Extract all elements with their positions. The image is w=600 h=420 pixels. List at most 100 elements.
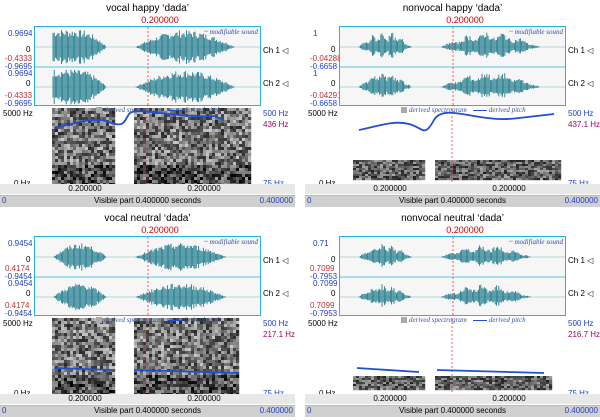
visible-part-bar[interactable]: [0, 405, 295, 417]
derived-legend: derived spectrogram derived pitch: [96, 106, 221, 114]
sound-waveform-area[interactable]: ~ modifiable sound: [339, 236, 566, 316]
channel-2-mute-toggle[interactable]: Ch 2 ◁: [263, 79, 289, 88]
pitch-bottom-label: 75 Hz: [263, 389, 284, 398]
visible-part-label: Visible part 0.400000 seconds: [398, 406, 507, 415]
time-tick: 0.200000: [492, 184, 526, 193]
ch2-min-label: -0.9454: [5, 309, 33, 318]
modifiable-sound-label: ~ modifiable sound: [509, 238, 563, 246]
spectrogram-area[interactable]: [34, 318, 261, 394]
spectrogram-top-label: 5000 Hz: [3, 109, 33, 118]
ch2-marked-label: -0.4333: [5, 91, 33, 100]
panel-title: vocal neutral ‘dada’: [104, 213, 191, 224]
pitch-line-icon: [472, 319, 487, 321]
spectrogram-graphic: [52, 108, 252, 184]
derived-spectrogram-label: derived spectrogram: [104, 316, 162, 324]
ch1-marked-label: 0.4174: [5, 264, 30, 273]
time-tick: 0.200000: [373, 184, 407, 193]
ch2-zero-label: 0: [26, 79, 31, 88]
cursor-time-label: 0.200000: [446, 225, 484, 235]
derived-spectrogram-label: derived spectrogram: [409, 316, 467, 324]
channel-2-mute-toggle[interactable]: Ch 2 ◁: [568, 289, 594, 298]
cursor-time-label: 0.200000: [446, 15, 484, 25]
pitch-top-label: 500 Hz: [568, 319, 594, 328]
time-axis: [0, 184, 295, 194]
visible-end-label: 0.400000: [259, 406, 293, 415]
spectrogram-graphic: [353, 318, 553, 394]
waveform-graphic: [35, 237, 260, 315]
spectrogram-area[interactable]: [339, 318, 566, 394]
ch1-max-label: 0.71: [313, 239, 329, 248]
derived-spectrogram-label: derived spectrogram: [104, 106, 162, 114]
ch1-min-label: -0.6658: [310, 62, 338, 71]
spectrogram-area[interactable]: [339, 108, 566, 184]
pitch-line-icon: [167, 319, 182, 321]
ch2-min-label: -0.7953: [310, 309, 338, 318]
spectrogram-bottom-label: 0 Hz: [319, 179, 335, 188]
praat-panel: nonvocal neutral ‘dada’ 0.200000 0.71 0 …: [305, 212, 600, 420]
ch2-marked-label: -0.04291: [310, 91, 342, 100]
ch2-max-label: 0.9694: [8, 69, 33, 78]
ch2-zero-label: 0: [26, 289, 31, 298]
time-axis: [305, 394, 600, 404]
visible-part-bar[interactable]: [0, 195, 295, 207]
time-tick: 0.200000: [492, 394, 526, 403]
sound-waveform-area[interactable]: ~ modifiable sound: [339, 26, 566, 106]
panel-title: vocal happy ‘dada’: [106, 3, 189, 14]
spectrogram-bottom-label: 0 Hz: [14, 389, 30, 398]
ch1-max-label: 0.9454: [8, 239, 33, 248]
spectrogram-graphic: [52, 318, 240, 394]
visible-part-bar[interactable]: [305, 405, 600, 417]
pitch-bottom-label: 75 Hz: [263, 179, 284, 188]
sound-waveform-area[interactable]: ~ modifiable sound: [34, 26, 261, 106]
ch1-marked-label: -0.4333: [5, 54, 33, 63]
pitch-line-icon: [167, 109, 182, 111]
waveform-graphic: [340, 237, 565, 315]
visible-part-label: Visible part 0.400000 seconds: [398, 196, 507, 205]
ch2-max-label: 0.9454: [8, 279, 33, 288]
spectrogram-graphic: [353, 108, 562, 184]
spectrogram-area[interactable]: [34, 108, 261, 184]
cursor-time-label: 0.200000: [141, 15, 179, 25]
ch1-min-label: -0.9454: [5, 272, 33, 281]
pitch-top-label: 500 Hz: [263, 109, 289, 118]
time-tick: 0.200000: [68, 184, 102, 193]
visible-part-label: Visible part 0.400000 seconds: [93, 406, 202, 415]
ch1-zero-label: 0: [331, 45, 336, 54]
pitch-bottom-label: 75 Hz: [568, 389, 589, 398]
channel-1-mute-toggle[interactable]: Ch 1 ◁: [568, 46, 594, 55]
derived-spectrogram-label: derived spectrogram: [409, 106, 467, 114]
ch1-max-label: 1: [313, 29, 318, 38]
visible-end-label: 0.400000: [564, 406, 598, 415]
sound-waveform-area[interactable]: ~ modifiable sound: [34, 236, 261, 316]
channel-2-mute-toggle[interactable]: Ch 2 ◁: [568, 79, 594, 88]
ch1-marked-label: 0.7099: [310, 264, 335, 273]
time-tick: 0.200000: [68, 394, 102, 403]
praat-panel: vocal happy ‘dada’ 0.200000 0.9694 0 -0.…: [0, 2, 295, 210]
ch1-min-label: -0.7953: [310, 272, 338, 281]
ch1-marked-label: -0.04288: [310, 54, 342, 63]
derived-legend: derived spectrogram derived pitch: [401, 316, 526, 324]
waveform-graphic: [35, 27, 260, 105]
visible-part-label: Visible part 0.400000 seconds: [93, 196, 202, 205]
ch1-max-label: 0.9694: [8, 29, 33, 38]
spectrogram-swatch-icon: [96, 317, 102, 324]
derived-pitch-label: derived pitch: [488, 316, 526, 324]
time-axis: [305, 184, 600, 194]
visible-start-label: 0: [307, 196, 312, 205]
channel-1-mute-toggle[interactable]: Ch 1 ◁: [263, 256, 289, 265]
time-axis: [0, 394, 295, 404]
modifiable-sound-label: ~ modifiable sound: [204, 238, 258, 246]
visible-start-label: 0: [307, 406, 312, 415]
pitch-value-label: 436 Hz: [263, 120, 289, 129]
channel-1-mute-toggle[interactable]: Ch 1 ◁: [568, 256, 594, 265]
spectrogram-top-label: 5000 Hz: [308, 319, 338, 328]
time-tick: 0.200000: [373, 394, 407, 403]
ch2-min-label: -0.9695: [5, 99, 33, 108]
pitch-top-label: 500 Hz: [568, 109, 594, 118]
derived-pitch-label: derived pitch: [183, 106, 221, 114]
visible-part-bar[interactable]: [305, 195, 600, 207]
channel-2-mute-toggle[interactable]: Ch 2 ◁: [263, 289, 289, 298]
ch1-min-label: -0.9695: [5, 62, 33, 71]
visible-start-label: 0: [2, 406, 7, 415]
channel-1-mute-toggle[interactable]: Ch 1 ◁: [263, 46, 289, 55]
